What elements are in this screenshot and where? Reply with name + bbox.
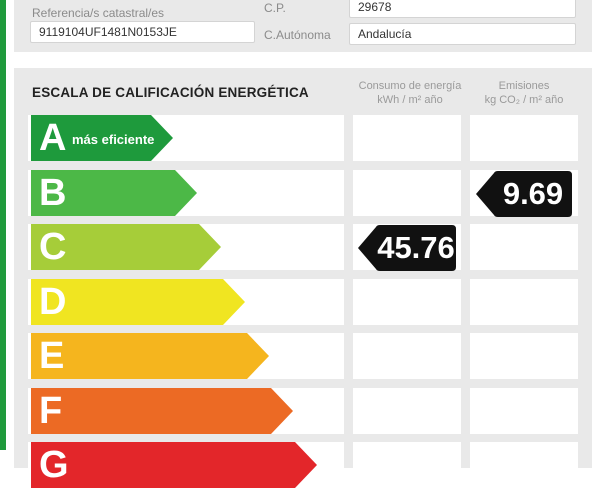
consumption-unit-label: kWh / m² año xyxy=(377,94,443,106)
rating-arrow-d: D xyxy=(31,279,247,325)
emissions-badge: 9.69 xyxy=(476,171,572,217)
emissions-cell-c xyxy=(470,224,578,270)
rating-arrow-g: G xyxy=(31,442,319,488)
emissions-cell-f xyxy=(470,388,578,434)
rating-letter-e: E xyxy=(39,335,65,377)
rating-letter-f: F xyxy=(39,390,63,432)
region-label: C.Autónoma xyxy=(264,28,331,42)
emissions-cell-d xyxy=(470,279,578,325)
emissions-unit-label: kg CO₂ / m² año xyxy=(484,94,564,106)
consumption-cell-f xyxy=(353,388,461,434)
rating-letter-c: C xyxy=(39,226,67,268)
rating-letter-b: B xyxy=(39,172,67,214)
emissions-cell-g xyxy=(470,442,578,488)
consumption-cell-a xyxy=(353,115,461,161)
scale-title: ESCALA DE CALIFICACIÓN ENERGÉTICA xyxy=(32,85,309,100)
rating-arrow-f: F xyxy=(31,388,295,434)
cadastral-field: 9119104UF1481N0153JE xyxy=(30,21,255,43)
cadastral-label: Referencia/s catastral/es xyxy=(32,6,165,20)
rating-arrow-e: E xyxy=(31,333,271,379)
consumption-header-label: Consumo de energía xyxy=(358,80,462,92)
cp-label: C.P. xyxy=(264,1,286,15)
rating-extra-label: más eficiente xyxy=(72,132,155,147)
green-left-border xyxy=(0,0,6,450)
emissions-cell-e xyxy=(470,333,578,379)
emissions-header: Emisiones kg CO₂ / m² año xyxy=(466,79,582,107)
rating-letter-d: D xyxy=(39,281,67,323)
consumption-badge: 45.76 xyxy=(358,225,456,271)
consumption-cell-e xyxy=(353,333,461,379)
cp-field: 29678 xyxy=(349,0,576,18)
rating-arrow-c: C xyxy=(31,224,223,270)
consumption-header: Consumo de energía kWh / m² año xyxy=(352,79,468,107)
consumption-badge-value: 45.76 xyxy=(377,230,455,265)
emissions-cell-a xyxy=(470,115,578,161)
consumption-cell-g xyxy=(353,442,461,488)
emissions-header-label: Emisiones xyxy=(498,80,550,92)
consumption-cell-b xyxy=(353,170,461,216)
region-field: Andalucía xyxy=(349,23,576,45)
rating-letter-g: G xyxy=(39,444,69,486)
rating-arrow-b: B xyxy=(31,170,199,216)
consumption-cell-d xyxy=(353,279,461,325)
rating-letter-a: A xyxy=(39,117,67,159)
emissions-badge-value: 9.69 xyxy=(502,176,564,211)
